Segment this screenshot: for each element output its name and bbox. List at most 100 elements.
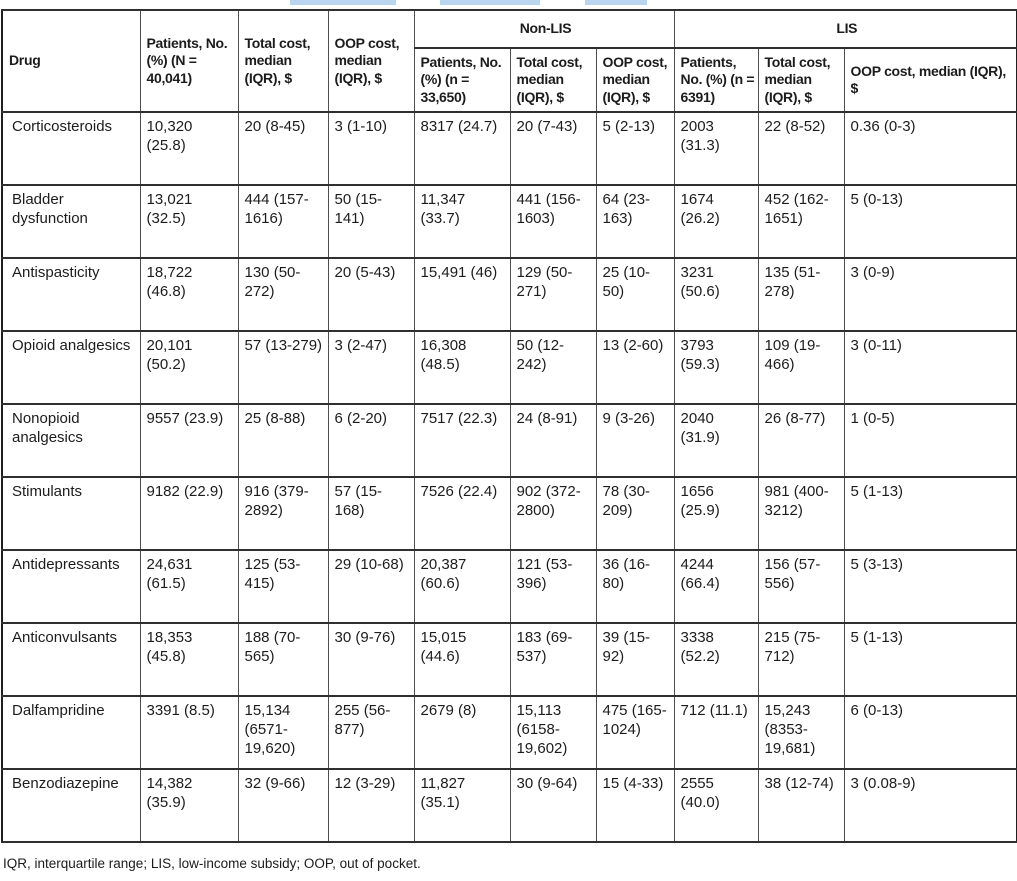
- drug-name-cell: Dalfampridine: [1, 695, 141, 770]
- drug-name-cell: Bladder dysfunction: [1, 184, 141, 259]
- value-cell: 16,308 (48.5): [413, 330, 511, 405]
- value-cell: 215 (75-712): [757, 622, 845, 697]
- value-cell: 2003 (31.3): [673, 111, 759, 186]
- value-cell: 24 (8-91): [509, 403, 597, 478]
- highlight-artifact: [440, 0, 540, 5]
- value-cell: 3 (0-9): [843, 257, 1017, 332]
- value-cell: 20,101 (50.2): [139, 330, 239, 405]
- col-header-non-lis-patients: Patients, No. (%) (n = 33,650): [413, 47, 511, 113]
- value-cell: 78 (30-209): [595, 476, 675, 551]
- value-cell: 39 (15-92): [595, 622, 675, 697]
- table-row: Dalfampridine 3391 (8.5) 15,134 (6571-19,6…: [1, 695, 1017, 770]
- highlight-artifact: [585, 0, 647, 5]
- value-cell: 15,113 (6158-19,602): [509, 695, 597, 770]
- value-cell: 11,827 (35.1): [413, 768, 511, 843]
- col-header-non-lis-oop-cost: OOP cost, median (IQR), $: [595, 47, 675, 113]
- value-cell: 20,387 (60.6): [413, 549, 511, 624]
- value-cell: 13 (2-60): [595, 330, 675, 405]
- value-cell: 3338 (52.2): [673, 622, 759, 697]
- table-header: Drug Patients, No. (%) (N = 40,041) Tota…: [1, 9, 1017, 113]
- value-cell: 255 (56-877): [327, 695, 415, 770]
- drug-name-cell: Stimulants: [1, 476, 141, 551]
- value-cell: 4244 (66.4): [673, 549, 759, 624]
- value-cell: 981 (400-3212): [757, 476, 845, 551]
- value-cell: 3391 (8.5): [139, 695, 239, 770]
- value-cell: 10,320 (25.8): [139, 111, 239, 186]
- value-cell: 15,134 (6571-19,620): [237, 695, 329, 770]
- value-cell: 15,491 (46): [413, 257, 511, 332]
- table-row: Anticonvulsants 18,353 (45.8) 188 (70-565)…: [1, 622, 1017, 697]
- value-cell: 5 (2-13): [595, 111, 675, 186]
- value-cell: 30 (9-76): [327, 622, 415, 697]
- value-cell: 6 (0-13): [843, 695, 1017, 770]
- drug-name-cell: Anticonvulsants: [1, 622, 141, 697]
- value-cell: 50 (15-141): [327, 184, 415, 259]
- value-cell: 188 (70-565): [237, 622, 329, 697]
- value-cell: 50 (12-242): [509, 330, 597, 405]
- value-cell: 130 (50-272): [237, 257, 329, 332]
- highlight-artifact: [290, 0, 396, 5]
- table-footnote: IQR, interquartile range; LIS, low-incom…: [3, 856, 421, 871]
- group-header-row: Drug Patients, No. (%) (N = 40,041) Tota…: [1, 9, 1017, 113]
- value-cell: 15 (4-33): [595, 768, 675, 843]
- value-cell: 22 (8-52): [757, 111, 845, 186]
- value-cell: 5 (1-13): [843, 622, 1017, 697]
- value-cell: 712 (11.1): [673, 695, 759, 770]
- value-cell: 18,722 (46.8): [139, 257, 239, 332]
- table-row: Nonopioid analgesics 9557 (23.9) 25 (8-88)…: [1, 403, 1017, 478]
- value-cell: 24,631 (61.5): [139, 549, 239, 624]
- value-cell: 26 (8-77): [757, 403, 845, 478]
- value-cell: 29 (10-68): [327, 549, 415, 624]
- value-cell: 902 (372-2800): [509, 476, 597, 551]
- value-cell: 3 (0.08-9): [843, 768, 1017, 843]
- value-cell: 20 (8-45): [237, 111, 329, 186]
- value-cell: 0.36 (0-3): [843, 111, 1017, 186]
- value-cell: 3231 (50.6): [673, 257, 759, 332]
- drug-name-cell: Antispasticity: [1, 257, 141, 332]
- value-cell: 25 (8-88): [237, 403, 329, 478]
- value-cell: 109 (19-466): [757, 330, 845, 405]
- col-header-drug: Drug: [1, 9, 141, 113]
- value-cell: 25 (10-50): [595, 257, 675, 332]
- value-cell: 129 (50-271): [509, 257, 597, 332]
- value-cell: 20 (7-43): [509, 111, 597, 186]
- table-body: Corticosteroids 10,320 (25.8) 20 (8-45) 3 (…: [1, 111, 1017, 843]
- value-cell: 15,243 (8353-19,681): [757, 695, 845, 770]
- value-cell: 13,021 (32.5): [139, 184, 239, 259]
- value-cell: 9557 (23.9): [139, 403, 239, 478]
- value-cell: 7517 (22.3): [413, 403, 511, 478]
- value-cell: 3 (2-47): [327, 330, 415, 405]
- value-cell: 5 (3-13): [843, 549, 1017, 624]
- value-cell: 444 (157-1616): [237, 184, 329, 259]
- value-cell: 125 (53-415): [237, 549, 329, 624]
- value-cell: 441 (156-1603): [509, 184, 597, 259]
- value-cell: 7526 (22.4): [413, 476, 511, 551]
- drug-name-cell: Antidepressants: [1, 549, 141, 624]
- col-header-lis-total-cost: Total cost, median (IQR), $: [757, 47, 845, 113]
- table-row: Antispasticity 18,722 (46.8) 130 (50-272) 2…: [1, 257, 1017, 332]
- value-cell: 57 (15-168): [327, 476, 415, 551]
- col-header-lis-patients: Patients, No. (%) (n = 6391): [673, 47, 759, 113]
- value-cell: 14,382 (35.9): [139, 768, 239, 843]
- group-header-lis: LIS: [673, 9, 1017, 49]
- value-cell: 9 (3-26): [595, 403, 675, 478]
- col-header-oop-cost-overall: OOP cost, median (IQR), $: [327, 9, 415, 113]
- value-cell: 3 (0-11): [843, 330, 1017, 405]
- table-row: Bladder dysfunction 13,021 (32.5) 444 (157…: [1, 184, 1017, 259]
- value-cell: 36 (16-80): [595, 549, 675, 624]
- value-cell: 6 (2-20): [327, 403, 415, 478]
- drug-name-cell: Nonopioid analgesics: [1, 403, 141, 478]
- value-cell: 18,353 (45.8): [139, 622, 239, 697]
- value-cell: 30 (9-64): [509, 768, 597, 843]
- value-cell: 11,347 (33.7): [413, 184, 511, 259]
- value-cell: 2040 (31.9): [673, 403, 759, 478]
- value-cell: 15,015 (44.6): [413, 622, 511, 697]
- value-cell: 452 (162-1651): [757, 184, 845, 259]
- value-cell: 5 (0-13): [843, 184, 1017, 259]
- drug-name-cell: Corticosteroids: [1, 111, 141, 186]
- value-cell: 8317 (24.7): [413, 111, 511, 186]
- value-cell: 3793 (59.3): [673, 330, 759, 405]
- value-cell: 916 (379-2892): [237, 476, 329, 551]
- value-cell: 3 (1-10): [327, 111, 415, 186]
